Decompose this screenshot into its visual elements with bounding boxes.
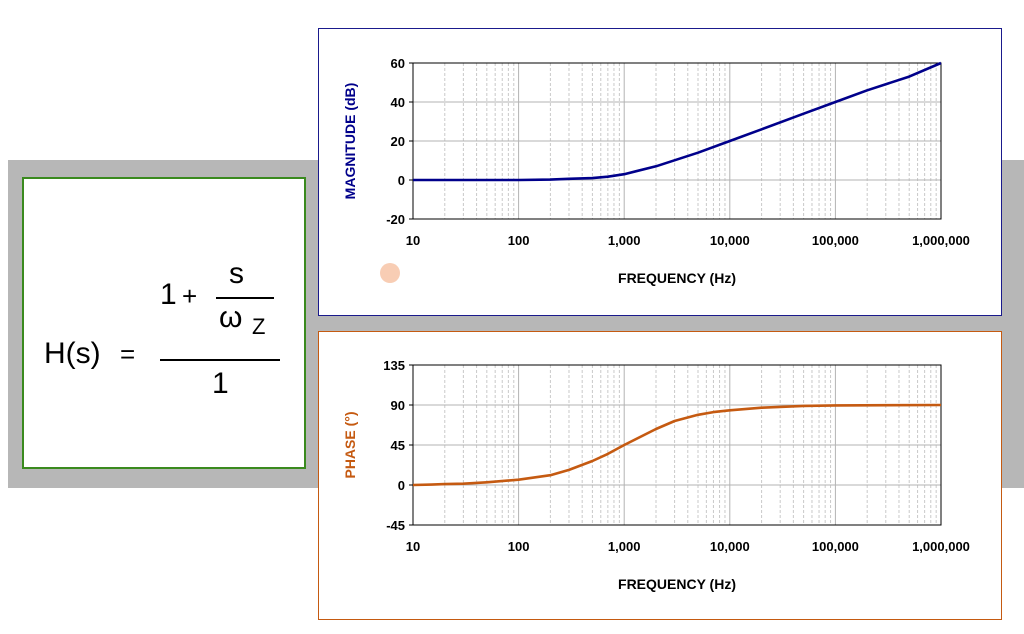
magnitude-xtick-label: 1,000,000 xyxy=(912,233,970,248)
magnitude-ytick-label: -20 xyxy=(386,212,405,227)
magnitude-ytick-label: 0 xyxy=(398,173,405,188)
magnitude-xtick-label: 100 xyxy=(508,233,530,248)
phase-xtick-label: 100,000 xyxy=(812,539,859,554)
decorative-dot xyxy=(380,263,400,283)
phase-y-axis-title: PHASE (°) xyxy=(342,411,358,478)
inner-fraction-bar xyxy=(216,297,274,299)
phase-ytick-label: 90 xyxy=(391,398,405,413)
formula-lhs: H(s) xyxy=(44,337,101,370)
phase-xtick-label: 100 xyxy=(508,539,530,554)
main-fraction-bar xyxy=(160,359,280,361)
formula-plus: + xyxy=(182,281,198,311)
magnitude-xtick-label: 100,000 xyxy=(812,233,859,248)
magnitude-xtick-label: 10,000 xyxy=(710,233,750,248)
magnitude-x-axis-title: FREQUENCY (Hz) xyxy=(618,270,736,286)
magnitude-xtick-label: 10 xyxy=(406,233,420,248)
magnitude-ytick-label: 20 xyxy=(391,134,405,149)
phase-xtick-label: 1,000,000 xyxy=(912,539,970,554)
transfer-function-box: H(s) = 1 + s ω Z 1 xyxy=(22,177,306,469)
magnitude-chart-panel: 10 100 1,000 10,000 100,000 1,000,000 -20 0 20 40… xyxy=(318,28,1002,316)
phase-xtick-label: 10 xyxy=(406,539,420,554)
phase-ytick-label: 0 xyxy=(398,478,405,493)
phase-ytick-label: 45 xyxy=(391,438,405,453)
magnitude-y-axis-title: MAGNITUDE (dB) xyxy=(342,83,358,200)
magnitude-series-line xyxy=(413,61,942,182)
formula-omega-subscript: Z xyxy=(252,314,266,339)
formula-equals: = xyxy=(120,339,136,369)
phase-series-line xyxy=(412,403,942,487)
phase-ytick-label: 135 xyxy=(383,358,405,373)
phase-chart-panel: 10 100 1,000 10,000 100,000 1,000,000 -45 0 45 90… xyxy=(318,331,1002,620)
magnitude-ytick-label: 40 xyxy=(391,95,405,110)
phase-chart: 10 100 1,000 10,000 100,000 1,000,000 -45 0 45 90… xyxy=(342,358,970,592)
formula-numerator-one: 1 xyxy=(160,278,177,311)
phase-plot-frame xyxy=(412,364,942,526)
magnitude-chart: 10 100 1,000 10,000 100,000 1,000,000 -20 0 20 40… xyxy=(342,56,970,286)
phase-xtick-label: 10,000 xyxy=(710,539,750,554)
formula-denominator: 1 xyxy=(212,367,229,400)
formula-omega: ω xyxy=(219,301,243,334)
phase-xtick-label: 1,000 xyxy=(608,539,641,554)
magnitude-ytick-label: 60 xyxy=(391,56,405,71)
formula-frac-numerator: s xyxy=(229,257,244,290)
magnitude-plot-frame xyxy=(412,62,942,220)
phase-x-axis-title: FREQUENCY (Hz) xyxy=(618,576,736,592)
magnitude-xtick-label: 1,000 xyxy=(608,233,641,248)
phase-ytick-label: -45 xyxy=(386,518,405,533)
